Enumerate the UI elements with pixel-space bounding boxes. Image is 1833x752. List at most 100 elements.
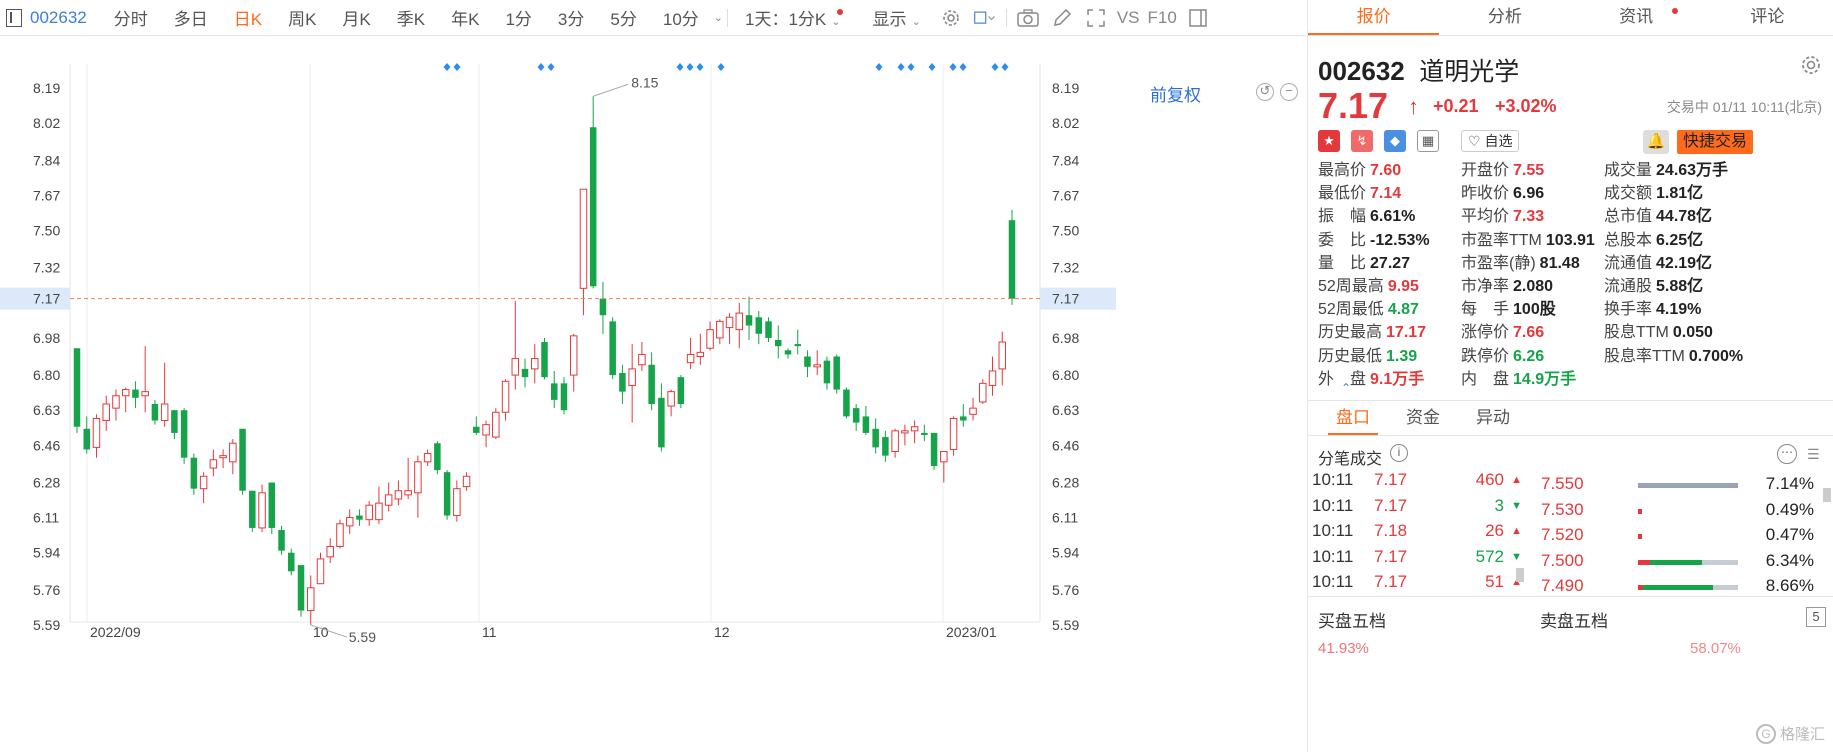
chevron-down-icon[interactable]: ⌄	[713, 12, 723, 24]
period-quarterly-tab[interactable]: 季K	[396, 10, 426, 29]
stat-value: 7.33	[1513, 208, 1545, 226]
tab-analysis[interactable]: 分析	[1487, 7, 1522, 26]
vs-button[interactable]: VS	[1116, 7, 1140, 27]
event-marker-icon	[897, 63, 905, 71]
price-adjust-button[interactable]: 前复权	[1150, 86, 1201, 105]
bell-icon[interactable]: 🔔	[1643, 130, 1669, 154]
tab-comments[interactable]: 评论	[1750, 7, 1785, 26]
candle-body-down	[132, 389, 139, 398]
period-1min-tab[interactable]: 1分	[505, 10, 532, 29]
kline-chart[interactable]: 8.19 8.19 8.02 8.02 7.84 7.84 7.67 7.67 7.50 7.50…	[0, 37, 1306, 752]
candle-body-down	[648, 364, 655, 405]
tab-orderbook[interactable]: 盘口	[1328, 401, 1378, 435]
add-watchlist-button[interactable]: ♡ 自选	[1461, 130, 1520, 152]
depth-level-badge[interactable]: 5	[1806, 607, 1826, 627]
stat-item: 平均价 7.33	[1461, 202, 1544, 226]
orderbook-pct: 7.14%	[1765, 474, 1814, 493]
multi-period-select[interactable]: 1天：1分K ⌄	[732, 5, 860, 30]
stock-code-label[interactable]: 002632	[30, 7, 87, 27]
candle-body-down	[755, 317, 763, 334]
period-multiday-tab[interactable]: 多日	[173, 10, 208, 29]
orderbook-scrollbar[interactable]	[1823, 488, 1831, 502]
candle-body-up	[219, 455, 227, 459]
collapse-stats-icon[interactable]: ⌃	[1341, 381, 1352, 395]
orderbook-bar	[1638, 508, 1738, 514]
orderbook-bar-sell	[1650, 559, 1702, 565]
candle-body-up	[901, 430, 909, 434]
candle-body-down	[833, 356, 840, 390]
stat-item: 最高价 7.60	[1318, 156, 1401, 180]
orderbook-pct: 8.66%	[1765, 576, 1814, 595]
stat-value: 0.700%	[1688, 347, 1744, 365]
candle-body-down	[288, 552, 295, 572]
info-icon[interactable]: i	[1390, 444, 1408, 462]
gear-icon[interactable]	[1800, 54, 1822, 76]
chevron-down-icon: ⌄	[908, 16, 921, 28]
candle-body-up	[511, 358, 520, 376]
stat-item: 流通股 5.88亿	[1604, 272, 1703, 296]
stat-item: 总市值 44.78亿	[1604, 202, 1712, 226]
stat-label: 52周最高	[1318, 278, 1384, 295]
period-weekly-tab[interactable]: 周K	[288, 10, 317, 29]
period-monthly-tab[interactable]: 月K	[342, 10, 371, 29]
pencil-icon[interactable]	[1051, 7, 1073, 29]
candle-body-down	[862, 416, 870, 433]
buy-depth-title: 买盘五档	[1318, 612, 1386, 631]
period-5min-tab[interactable]: 5分	[610, 10, 637, 29]
period-daily-tab[interactable]: 日K	[233, 10, 263, 29]
candle-body-down	[745, 315, 753, 326]
reset-icon[interactable]: ↺	[1256, 83, 1274, 101]
expand-icon[interactable]	[1085, 7, 1107, 29]
list-icon[interactable]: ☰	[1807, 446, 1820, 462]
stat-value: 17.17	[1386, 324, 1427, 342]
panel-toggle-icon[interactable]	[1187, 7, 1209, 29]
tick-price: 7.17	[1374, 470, 1408, 489]
orderbook-row: 7.530 0.49%	[1536, 500, 1833, 526]
ticks-title: 分笔成交	[1318, 451, 1383, 468]
stat-value: 2.080	[1513, 278, 1554, 295]
tag-icon[interactable]: ◆	[1384, 130, 1406, 152]
sidebar-toggle-icon[interactable]	[6, 8, 22, 27]
period-minute-tab[interactable]: 分时	[113, 10, 148, 29]
candle-body-down	[356, 515, 363, 520]
candle-body-down	[794, 344, 801, 347]
tab-quote[interactable]: 报价	[1308, 0, 1440, 35]
stat-label: 流通值	[1604, 254, 1653, 272]
gear-icon[interactable]	[940, 7, 962, 29]
candle-body-down	[852, 408, 860, 423]
margin-trade-icon[interactable]: ↯	[1351, 130, 1373, 152]
tab-fund-flow[interactable]: 资金	[1406, 408, 1440, 427]
display-label: 显示	[872, 10, 907, 29]
candle-body-down	[473, 426, 480, 433]
y-tick-label: 6.28	[33, 474, 60, 490]
tab-news[interactable]: 资讯	[1571, 0, 1702, 35]
square-icon[interactable]	[973, 7, 996, 29]
period-3min-tab[interactable]: 3分	[557, 10, 585, 29]
quick-trade-button[interactable]: 快捷交易	[1677, 130, 1754, 154]
tick-row: 10:11 7.17 51 ▲	[1308, 572, 1528, 598]
tick-scrollbar[interactable]	[1516, 568, 1524, 582]
tab-movements[interactable]: 异动	[1476, 408, 1510, 427]
camera-icon[interactable]	[1017, 7, 1039, 29]
period-10min-tab[interactable]: 10分	[662, 10, 699, 29]
more-icon[interactable]: ⋯	[1777, 444, 1797, 464]
tab-news-label: 资讯	[1619, 7, 1654, 26]
stat-label: 总股本	[1604, 231, 1653, 249]
stat-value: 5.88亿	[1656, 278, 1704, 295]
stat-value: -12.53%	[1370, 231, 1430, 249]
bookmark-icon[interactable]: ▦	[1417, 130, 1439, 152]
period-yearly-tab[interactable]: 年K	[451, 10, 480, 29]
candle-body-up	[92, 417, 101, 448]
stat-value: 7.60	[1370, 162, 1402, 179]
f10-button[interactable]: F10	[1147, 7, 1177, 27]
candle-body-up	[307, 587, 315, 612]
stat-item: 昨收价 6.96	[1461, 179, 1544, 203]
stat-value: 1.81亿	[1656, 185, 1704, 203]
tick-volume: 460	[1475, 470, 1504, 489]
x-tick-label: 2022/09	[90, 624, 141, 640]
candle-body-up	[258, 492, 266, 529]
zoom-out-icon[interactable]: −	[1280, 83, 1298, 101]
toolbar-divider	[727, 8, 728, 27]
display-menu[interactable]: 显示 ⌄	[860, 5, 934, 30]
y-tick-label: 6.63	[33, 402, 60, 418]
